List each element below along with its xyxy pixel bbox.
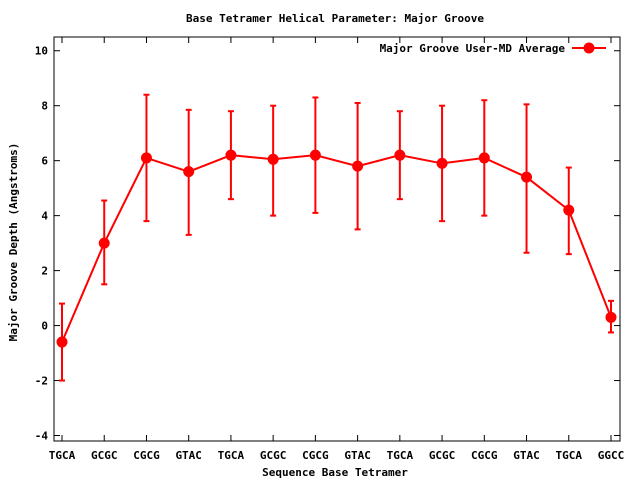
x-tick-label: GGCC [598, 449, 625, 462]
x-tick-label: GTAC [513, 449, 540, 462]
x-axis: TGCA GCGC CGCG GTAC TGCA GCGC CGCG GTAC TGCA GCGC… [49, 37, 625, 462]
y-tick-label: 0 [41, 320, 48, 333]
y-tick-label: -4 [35, 430, 49, 443]
data-point [352, 160, 364, 172]
data-point [436, 157, 448, 169]
data-point [140, 152, 152, 164]
series-line [61, 154, 612, 343]
x-tick-label: GCGC [429, 449, 456, 462]
legend: Major Groove User-MD Average [380, 42, 606, 55]
chart-title: Base Tetramer Helical Parameter: Major G… [186, 12, 484, 25]
plot-border [53, 36, 621, 442]
data-point [98, 237, 110, 249]
data-point [225, 149, 237, 161]
y-axis-label: Major Groove Depth (Angstroms) [7, 143, 20, 342]
legend-marker-sample [583, 42, 595, 54]
data-point [394, 149, 406, 161]
y-tick-label: 2 [41, 265, 48, 278]
data-point [267, 153, 279, 165]
data-point [563, 204, 575, 216]
x-tick-label: TGCA [387, 449, 414, 462]
data-point [309, 149, 321, 161]
y-tick-label: 4 [41, 210, 48, 223]
y-tick-label: 10 [35, 45, 48, 58]
data-point [56, 336, 68, 348]
x-tick-label: GTAC [344, 449, 371, 462]
x-tick-label: GCGC [91, 449, 118, 462]
y-tick-label: 6 [41, 155, 48, 168]
x-tick-label: TGCA [556, 449, 583, 462]
x-tick-label: TGCA [218, 449, 245, 462]
data-point [183, 166, 195, 178]
x-tick-label: CGCG [302, 449, 329, 462]
x-axis-label: Sequence Base Tetramer [262, 466, 408, 479]
series-layer [56, 93, 617, 382]
data-point [478, 152, 490, 164]
data-point [605, 311, 617, 323]
x-tick-label: CGCG [471, 449, 498, 462]
plot-frame [53, 36, 621, 442]
data-point [521, 171, 533, 183]
x-tick-label: CGCG [133, 449, 160, 462]
x-tick-label: GTAC [175, 449, 202, 462]
x-tick-label: GCGC [260, 449, 287, 462]
legend-label: Major Groove User-MD Average [380, 42, 566, 55]
x-tick-label: TGCA [49, 449, 76, 462]
y-tick-label: -2 [35, 375, 48, 388]
y-tick-label: 8 [41, 100, 48, 113]
y-axis: -4 -2 0 2 4 6 8 10 [35, 45, 620, 443]
